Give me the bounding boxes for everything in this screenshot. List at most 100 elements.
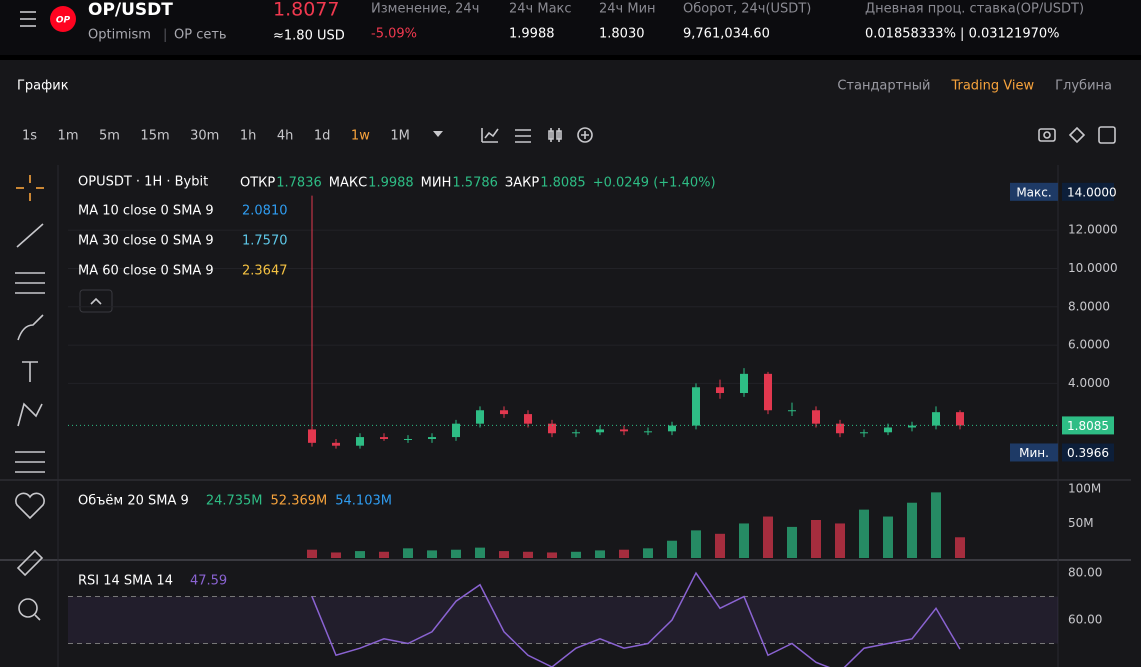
marker-label: Макс. <box>1016 185 1051 199</box>
candle-body <box>620 429 628 432</box>
candle-body <box>860 432 868 434</box>
ohlc-label: ОТКР <box>240 176 275 191</box>
marker-label-bg <box>1010 182 1058 201</box>
drawing-tools <box>15 175 45 621</box>
ma-name: MA 60 close 0 SMA 9 <box>78 264 214 279</box>
main-bg <box>0 60 1141 667</box>
interval[interactable]: 15m <box>140 129 169 144</box>
volume-bar <box>859 509 869 558</box>
volume-bar <box>307 549 317 558</box>
logo-text: OP <box>56 16 71 26</box>
candle-body <box>524 414 532 424</box>
line-tool[interactable] <box>16 223 44 248</box>
interval[interactable]: 1h <box>240 129 257 144</box>
view-tab[interactable]: Trading View <box>950 79 1034 94</box>
volume-bar <box>763 516 773 558</box>
measure-tool[interactable] <box>15 451 45 473</box>
ohlc-label: МИН <box>421 176 452 191</box>
volume-bar <box>523 551 533 558</box>
collapse-icon <box>90 297 102 305</box>
price: 1.8077 <box>273 0 339 21</box>
candle-body <box>836 423 844 434</box>
fullscreen-icon[interactable] <box>1098 126 1116 144</box>
interval[interactable]: 1d <box>314 129 331 144</box>
candle-body <box>788 410 796 412</box>
interval[interactable]: 1s <box>22 129 37 144</box>
settings-icon[interactable] <box>1068 126 1086 144</box>
interval[interactable]: 4h <box>277 129 294 144</box>
chart-tools <box>481 126 1116 144</box>
template-icon[interactable] <box>515 129 531 143</box>
candle-icon[interactable] <box>548 128 562 142</box>
volume-value: 24.735M <box>206 494 263 509</box>
stat-label: Оборот, 24ч(USDT) <box>683 2 811 17</box>
volume-bar <box>595 550 605 558</box>
crosshair-tool[interactable] <box>16 175 44 201</box>
pattern-tool[interactable] <box>17 402 43 427</box>
volume-bar <box>811 520 821 558</box>
volume-title: Объём 20 SMA 9 <box>78 494 189 509</box>
volume-bar <box>835 523 845 558</box>
logo <box>50 6 76 32</box>
volume-bar <box>643 548 653 558</box>
volume-bar <box>667 540 677 558</box>
interval[interactable]: 1w <box>351 129 370 144</box>
menu-icon[interactable] <box>20 11 36 27</box>
ohlc-label: ЗАКР <box>505 176 539 191</box>
volume-bar <box>331 552 341 558</box>
volume-bar <box>547 552 557 558</box>
ohlc-value: 1.7836 <box>276 176 322 191</box>
candle-body <box>356 437 364 446</box>
add-icon[interactable] <box>577 127 593 143</box>
interval[interactable]: 30m <box>190 129 219 144</box>
ma-value: 2.0810 <box>242 204 288 219</box>
candle-body <box>548 423 556 434</box>
volume-bar <box>883 516 893 558</box>
candle-body <box>476 410 484 424</box>
indicator-icon[interactable] <box>481 128 499 143</box>
volume-value: 54.103M <box>335 494 392 509</box>
volume-bar <box>403 548 413 558</box>
candle-body <box>740 373 748 394</box>
stat-value: 1.9988 <box>509 27 555 42</box>
volume-bar <box>787 526 797 558</box>
favorite-tool[interactable] <box>15 492 45 520</box>
interval-dropdown[interactable] <box>433 131 443 137</box>
candle-body <box>764 373 772 411</box>
chart-tab[interactable]: График <box>17 79 69 94</box>
volume-bar <box>619 549 629 558</box>
symbol: OPUSDT · 1H · Bybit <box>78 175 208 190</box>
candle-body <box>668 425 676 432</box>
volume-bar <box>427 550 437 558</box>
candle-body <box>572 432 580 434</box>
fib-tool[interactable] <box>15 272 45 294</box>
ruler-tool[interactable] <box>16 549 44 577</box>
volume-bar <box>451 549 461 558</box>
zoom-tool[interactable] <box>18 598 38 618</box>
view-tab[interactable]: Стандартный <box>837 79 930 94</box>
network[interactable]: OP сеть <box>174 28 227 43</box>
candle-body <box>644 431 652 433</box>
volume-bar <box>355 551 365 558</box>
volume-bar <box>475 547 485 558</box>
interval[interactable]: 5m <box>99 129 120 144</box>
interval[interactable]: 1M <box>390 129 410 144</box>
y-tick-label: 12.0000 <box>1068 223 1118 237</box>
y-tick-label: 60.00 <box>1068 613 1102 627</box>
ma-value: 1.7570 <box>242 234 288 249</box>
collapse-button[interactable] <box>79 289 113 313</box>
marker-value-bg <box>1062 182 1114 201</box>
chain[interactable]: Optimism <box>88 28 151 43</box>
y-tick-label: 100M <box>1068 481 1101 495</box>
camera-icon[interactable] <box>1038 128 1056 142</box>
stat-label: Дневная проц. ставка(OP/USDT) <box>865 2 1084 17</box>
view-tab[interactable]: Глубина <box>1055 79 1112 94</box>
candle-body <box>884 427 892 433</box>
interval[interactable]: 1m <box>58 129 79 144</box>
y-tick-label: 4.0000 <box>1068 376 1110 390</box>
marker-value: 14.0000 <box>1067 185 1117 199</box>
marker-value-bg <box>1062 443 1114 462</box>
candle-body <box>404 438 412 440</box>
brush-tool[interactable] <box>17 314 44 341</box>
text-tool[interactable] <box>22 361 38 382</box>
